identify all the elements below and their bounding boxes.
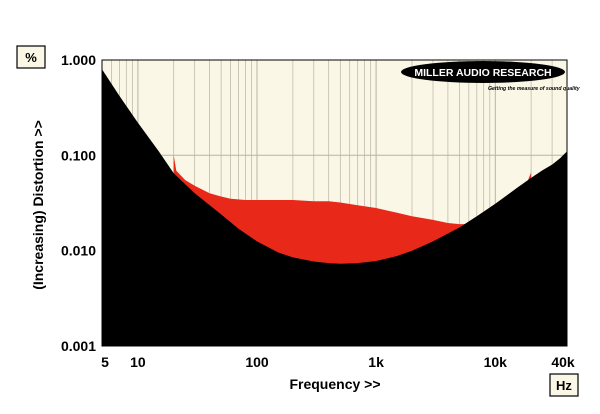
x-unit-box	[549, 373, 579, 397]
x-tick-labels: 5 10 100 1k 10k 40k	[101, 354, 575, 370]
miller-audio-research-logo: MILLER AUDIO RESEARCH Getting the measur…	[401, 61, 581, 92]
logo-tagline: Getting the measure of sound quality	[488, 86, 581, 92]
y-tick-label: 0.010	[61, 243, 96, 259]
x-tick-label: 100	[245, 354, 269, 370]
x-tick-label: 1k	[368, 354, 384, 370]
logo-name: MILLER AUDIO RESEARCH	[414, 67, 551, 79]
x-unit-label: Hz	[556, 378, 572, 393]
y-tick-labels: 1.000 0.100 0.010 0.001	[61, 52, 96, 354]
y-unit-box	[16, 45, 46, 69]
x-tick-label: 40k	[551, 354, 575, 370]
y-tick-label: 0.001	[61, 338, 96, 354]
plot-frame	[101, 59, 568, 347]
y-tick-label: 1.000	[61, 52, 96, 68]
x-axis-title: Frequency >>	[289, 376, 380, 392]
y-axis-title: (Increasing) Distortion >>	[30, 120, 46, 290]
y-tick-label: 0.100	[61, 147, 96, 163]
logo-ellipse	[401, 61, 565, 83]
y-unit-label: %	[25, 50, 37, 65]
x-tick-label: 5	[101, 354, 109, 370]
hearing-threshold-area	[102, 69, 567, 346]
x-tick-label: 10k	[484, 354, 508, 370]
x-tick-label: 10	[130, 354, 146, 370]
